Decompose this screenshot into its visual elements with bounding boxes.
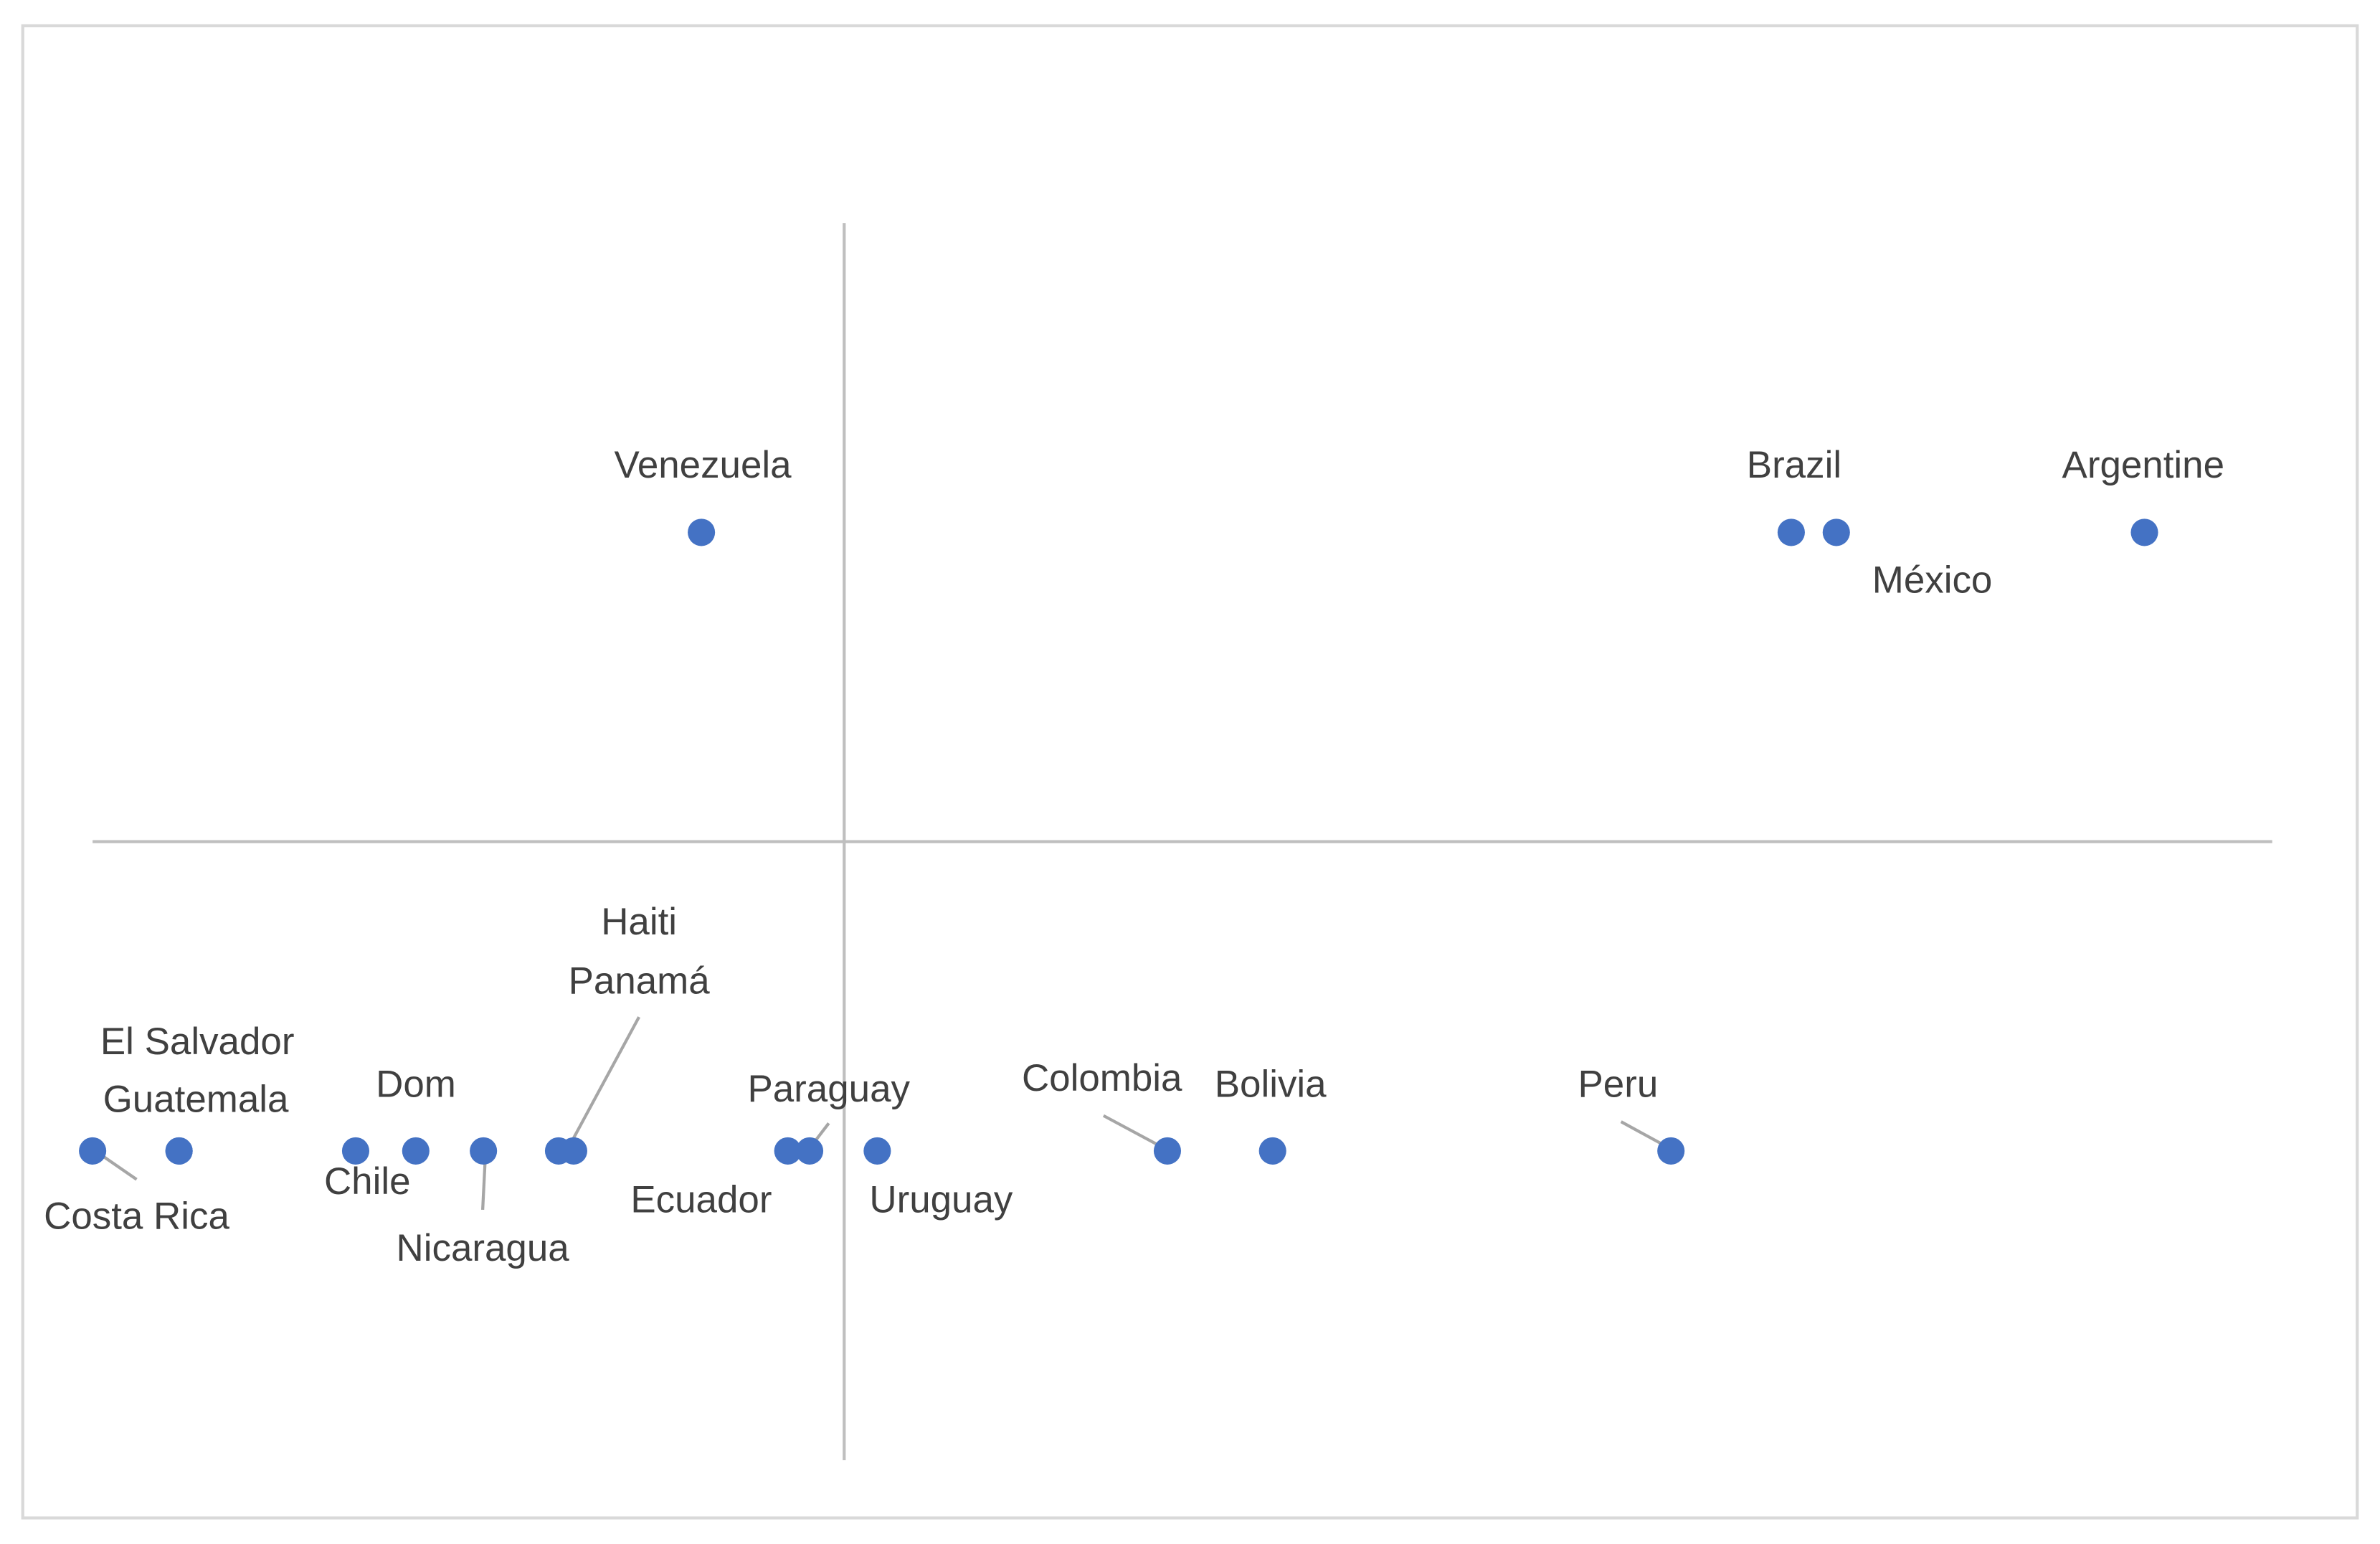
- point: [559, 1137, 587, 1165]
- point: [863, 1137, 891, 1165]
- data-label: Panamá: [569, 960, 711, 1003]
- data-label: México: [1872, 559, 1993, 602]
- data-label: Colombia: [1022, 1057, 1182, 1099]
- point: [341, 1137, 370, 1165]
- data-label: Bolivia: [1215, 1063, 1327, 1105]
- leader-line: [566, 1016, 640, 1150]
- data-label: Chile: [324, 1160, 411, 1203]
- data-label: Paraguay: [747, 1068, 910, 1110]
- leader-line: [1102, 1114, 1167, 1151]
- point: [470, 1137, 498, 1165]
- point: [774, 1137, 802, 1165]
- data-label: Brazil: [1747, 444, 1841, 486]
- data-label: Nicaragua: [397, 1227, 570, 1269]
- point: [1153, 1137, 1182, 1165]
- point: [1657, 1137, 1685, 1165]
- data-label: El Salvador: [100, 1020, 295, 1063]
- data-label: Uruguay: [869, 1178, 1013, 1221]
- point: [79, 1137, 107, 1165]
- chart-frame: [21, 24, 2359, 1520]
- data-label: Haiti: [601, 901, 677, 943]
- point: [165, 1137, 193, 1165]
- point: [795, 1137, 824, 1165]
- data-label: Argentine: [2062, 444, 2224, 486]
- data-label: Guatemala: [103, 1079, 289, 1121]
- point: [688, 518, 716, 546]
- point: [1822, 518, 1850, 546]
- data-label: Peru: [1578, 1063, 1659, 1105]
- point: [1258, 1137, 1286, 1165]
- data-label: Costa Rica: [44, 1195, 229, 1238]
- data-label: Ecuador: [630, 1178, 772, 1221]
- point: [1777, 518, 1805, 546]
- point: [2130, 518, 2158, 546]
- data-label: Venezuela: [614, 444, 792, 486]
- data-label: Dom: [376, 1063, 456, 1105]
- point: [402, 1137, 430, 1165]
